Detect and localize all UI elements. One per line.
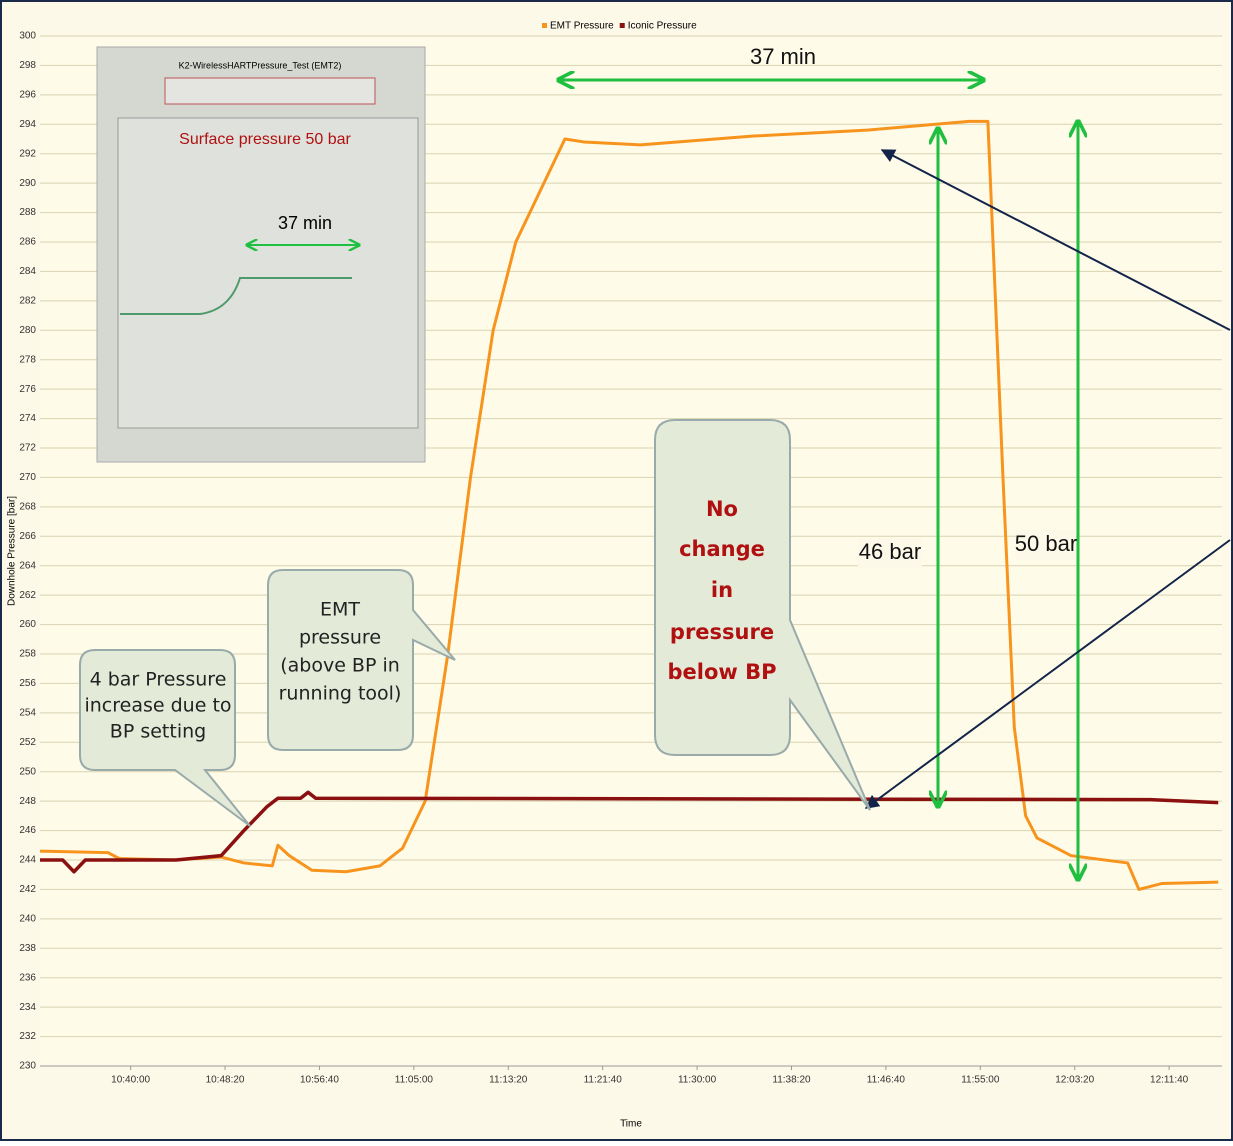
y-tick-label: 252 bbox=[19, 737, 36, 748]
callout-text: 4 bar Pressure bbox=[90, 669, 227, 691]
callout-text: No bbox=[706, 497, 738, 521]
legend-swatch bbox=[619, 23, 625, 28]
x-tick-label: 11:05:00 bbox=[395, 1075, 434, 1086]
legend-label: EMT Pressure bbox=[550, 21, 614, 32]
y-tick-label: 270 bbox=[19, 472, 36, 483]
annotation: 50 bar bbox=[1015, 531, 1077, 556]
y-tick-label: 230 bbox=[19, 1061, 36, 1072]
inset-title: K2-WirelessHARTPressure_Test (EMT2) bbox=[179, 60, 342, 70]
y-tick-label: 232 bbox=[19, 1031, 36, 1042]
x-tick-label: 11:30:00 bbox=[678, 1075, 717, 1086]
y-tick-label: 256 bbox=[19, 678, 36, 689]
legend-label: Iconic Pressure bbox=[628, 21, 697, 32]
y-tick-label: 290 bbox=[19, 178, 36, 189]
callout-text: pressure bbox=[670, 620, 774, 644]
y-tick-label: 268 bbox=[19, 501, 36, 512]
x-tick-label: 12:11:40 bbox=[1150, 1075, 1189, 1086]
x-tick-label: 11:21:40 bbox=[584, 1075, 623, 1086]
callout-text: running tool) bbox=[279, 683, 402, 705]
y-tick-label: 286 bbox=[19, 237, 36, 248]
callout-text: EMT bbox=[320, 599, 360, 621]
y-tick-label: 246 bbox=[19, 825, 36, 836]
x-tick-label: 10:40:00 bbox=[111, 1075, 150, 1086]
legend-swatch bbox=[542, 23, 547, 28]
x-tick-label: 10:48:20 bbox=[206, 1075, 245, 1086]
callout-text: increase due to bbox=[84, 695, 231, 717]
y-axis-label: Downhole Pressure [bar] bbox=[7, 496, 18, 606]
y-tick-label: 292 bbox=[19, 148, 36, 159]
callout: EMT pressure (above BP in running tool) bbox=[267, 569, 456, 751]
y-tick-label: 272 bbox=[19, 443, 36, 454]
y-tick-label: 266 bbox=[19, 531, 36, 542]
annotation: 37 min bbox=[750, 44, 816, 69]
y-tick-label: 280 bbox=[19, 325, 36, 336]
label-bg bbox=[1016, 530, 1076, 560]
y-tick-label: 262 bbox=[19, 590, 36, 601]
y-tick-label: 282 bbox=[19, 295, 36, 306]
y-tick-label: 298 bbox=[19, 60, 36, 71]
y-tick-label: 234 bbox=[19, 1002, 36, 1013]
y-tick-label: 260 bbox=[19, 619, 36, 630]
label-bg bbox=[858, 538, 922, 568]
x-tick-label: 11:38:20 bbox=[772, 1075, 811, 1086]
y-tick-label: 274 bbox=[19, 413, 36, 424]
y-tick-label: 238 bbox=[19, 943, 36, 954]
y-tick-label: 294 bbox=[19, 119, 36, 130]
callout-text: (above BP in bbox=[280, 655, 400, 677]
series-line bbox=[40, 790, 1219, 874]
y-tick-label: 242 bbox=[19, 884, 36, 895]
arrows bbox=[560, 80, 1231, 878]
y-tick-label: 248 bbox=[19, 796, 36, 807]
y-tick-label: 254 bbox=[19, 707, 36, 718]
y-tick-label: 250 bbox=[19, 766, 36, 777]
y-tick-label: 244 bbox=[19, 855, 36, 866]
x-tick-label: 12:03:20 bbox=[1055, 1075, 1094, 1086]
y-tick-label: 300 bbox=[19, 31, 36, 42]
y-tick-label: 258 bbox=[19, 649, 36, 660]
inset-note: Surface pressure 50 bar bbox=[179, 131, 351, 148]
callout: 4 bar Pressure increase due to BP settin… bbox=[79, 649, 251, 827]
callout-text: change bbox=[679, 537, 765, 561]
y-tick-label: 284 bbox=[19, 266, 36, 277]
callout: No change in pressure below BP bbox=[654, 419, 871, 811]
callout-text: in bbox=[711, 578, 733, 602]
y-tick-label: 296 bbox=[19, 89, 36, 100]
x-tick-label: 11:13:20 bbox=[489, 1075, 528, 1086]
inset-duration: 37 min bbox=[278, 213, 332, 233]
x-tick-label: 11:46:40 bbox=[867, 1075, 906, 1086]
y-tick-label: 264 bbox=[19, 560, 36, 571]
annotation: 46 bar bbox=[859, 539, 921, 564]
x-tick-label: 10:56:40 bbox=[300, 1075, 339, 1086]
x-tick-label: 11:55:00 bbox=[961, 1075, 1000, 1086]
y-tick-label: 236 bbox=[19, 972, 36, 983]
y-tick-label: 288 bbox=[19, 207, 36, 218]
y-tick-label: 278 bbox=[19, 354, 36, 365]
callout-text: below BP bbox=[667, 660, 776, 684]
callout-text: pressure bbox=[299, 627, 381, 649]
y-tick-label: 276 bbox=[19, 384, 36, 395]
callout-text: BP setting bbox=[110, 721, 206, 743]
series-line bbox=[39, 119, 1219, 891]
inset-photo: K2-WirelessHARTPressure_Test (EMT2) Surf… bbox=[96, 46, 426, 463]
y-tick-label: 240 bbox=[19, 913, 36, 924]
x-axis-label: Time bbox=[620, 1119, 642, 1130]
